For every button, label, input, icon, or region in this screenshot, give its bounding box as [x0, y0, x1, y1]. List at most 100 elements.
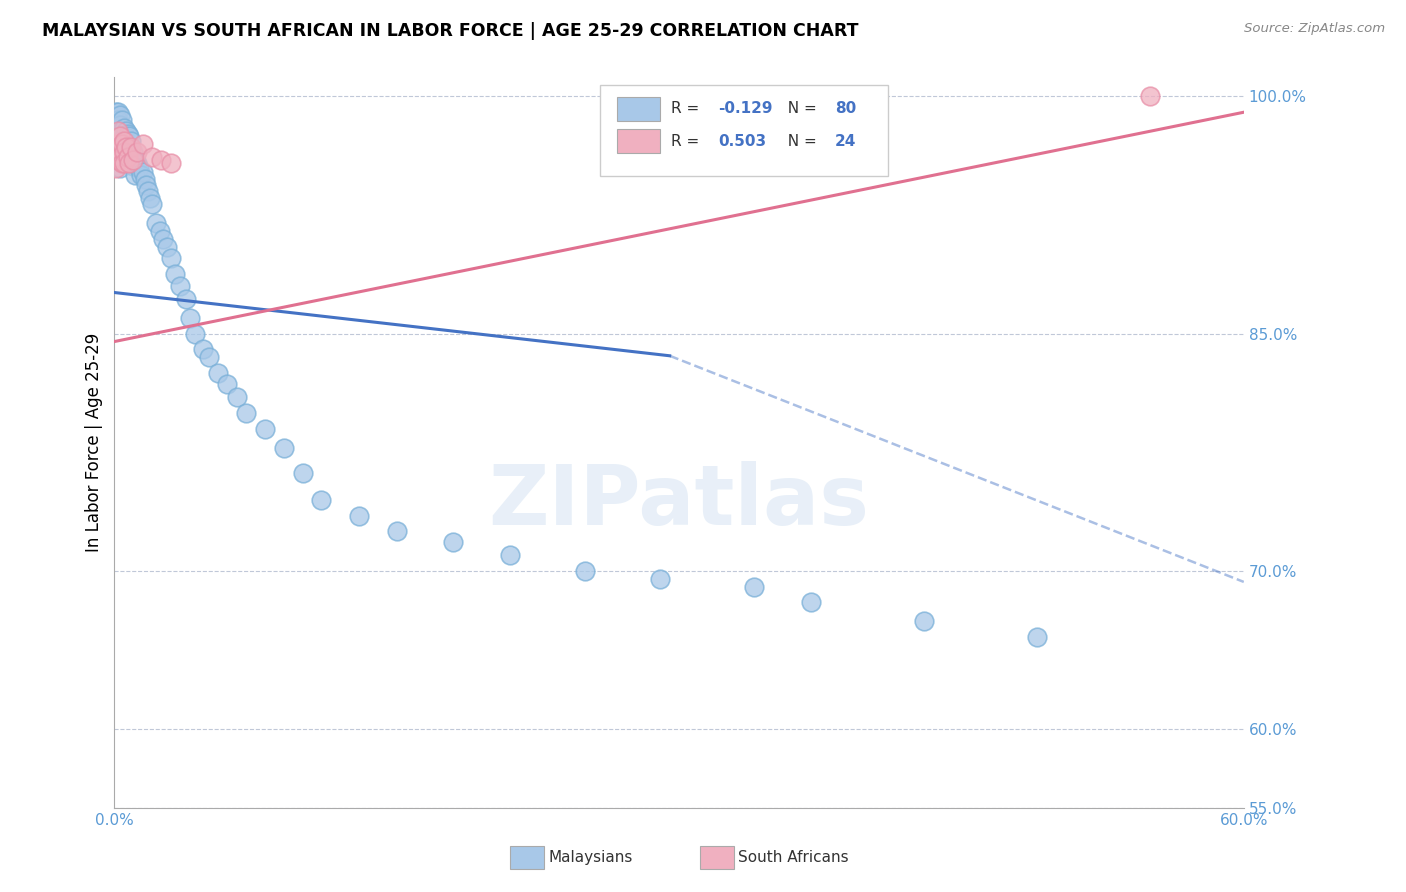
Point	[120, 140, 142, 154]
Point	[108, 161, 131, 175]
Text: 80: 80	[835, 102, 856, 116]
Text: N =: N =	[779, 102, 823, 116]
Point	[311, 492, 333, 507]
Point	[118, 128, 141, 143]
Text: N =: N =	[779, 134, 823, 148]
Point	[273, 441, 295, 455]
Point	[108, 145, 131, 159]
Bar	[617, 129, 659, 153]
Point	[152, 232, 174, 246]
Point	[114, 140, 136, 154]
Point	[253, 421, 276, 435]
Point	[129, 169, 152, 183]
Point	[574, 564, 596, 578]
Text: ZIPatlas: ZIPatlas	[489, 460, 869, 541]
Text: R =: R =	[671, 134, 704, 148]
FancyBboxPatch shape	[600, 85, 889, 176]
Point	[112, 145, 135, 159]
Point	[107, 124, 129, 138]
Point	[108, 128, 131, 143]
Point	[105, 136, 128, 151]
Text: South Africans: South Africans	[738, 850, 849, 864]
Point	[163, 267, 186, 281]
Point	[117, 128, 139, 142]
Point	[108, 108, 131, 122]
Point	[385, 524, 408, 539]
Point	[111, 145, 134, 159]
Point	[134, 171, 156, 186]
Point	[117, 149, 139, 163]
Bar	[617, 97, 659, 120]
Point	[156, 240, 179, 254]
Point	[441, 535, 464, 549]
Text: MALAYSIAN VS SOUTH AFRICAN IN LABOR FORCE | AGE 25-29 CORRELATION CHART: MALAYSIAN VS SOUTH AFRICAN IN LABOR FORC…	[42, 22, 859, 40]
Point	[207, 366, 229, 380]
Point	[160, 156, 183, 170]
Point	[107, 134, 129, 148]
Point	[118, 156, 141, 170]
Point	[107, 105, 129, 120]
Point	[139, 191, 162, 205]
Point	[122, 153, 145, 167]
Point	[118, 156, 141, 170]
Point	[105, 149, 128, 163]
Point	[174, 292, 197, 306]
Point	[108, 118, 131, 132]
Point	[131, 165, 153, 179]
Point	[145, 216, 167, 230]
Text: Malaysians: Malaysians	[548, 850, 633, 864]
Point	[107, 153, 129, 167]
Point	[112, 134, 135, 148]
Point	[136, 184, 159, 198]
Point	[235, 406, 257, 420]
Point	[105, 113, 128, 128]
Point	[112, 140, 135, 154]
Point	[114, 148, 136, 162]
Point	[135, 178, 157, 192]
Point	[118, 145, 141, 159]
Point	[111, 124, 134, 138]
Y-axis label: In Labor Force | Age 25-29: In Labor Force | Age 25-29	[86, 333, 103, 552]
Point	[111, 113, 134, 128]
Point	[108, 149, 131, 163]
Point	[800, 595, 823, 609]
Point	[124, 169, 146, 183]
Text: 24: 24	[835, 134, 856, 148]
Text: -0.129: -0.129	[718, 102, 773, 116]
Point	[128, 161, 150, 175]
Point	[117, 149, 139, 163]
Point	[108, 153, 131, 167]
Point	[108, 128, 131, 143]
Point	[107, 140, 129, 154]
Point	[112, 149, 135, 163]
Point	[117, 138, 139, 153]
Point	[499, 548, 522, 562]
Point	[112, 121, 135, 136]
Point	[105, 128, 128, 143]
Point	[107, 124, 129, 138]
Text: Source: ZipAtlas.com: Source: ZipAtlas.com	[1244, 22, 1385, 36]
Point	[125, 156, 148, 170]
Point	[131, 136, 153, 151]
Text: R =: R =	[671, 102, 704, 116]
Point	[225, 390, 247, 404]
Point	[217, 377, 239, 392]
Point	[191, 343, 214, 357]
Point	[124, 153, 146, 167]
Point	[105, 161, 128, 175]
Point	[122, 145, 145, 159]
Point	[1139, 89, 1161, 103]
Point	[107, 149, 129, 163]
Point	[141, 149, 163, 163]
Point	[197, 351, 219, 365]
Text: 0.503: 0.503	[718, 134, 766, 148]
Point	[141, 197, 163, 211]
Point	[291, 466, 314, 480]
Point	[107, 140, 129, 154]
Point	[912, 615, 935, 629]
Point	[112, 128, 135, 143]
Point	[114, 124, 136, 138]
Point	[108, 136, 131, 151]
Point	[120, 134, 142, 148]
Point	[184, 326, 207, 341]
